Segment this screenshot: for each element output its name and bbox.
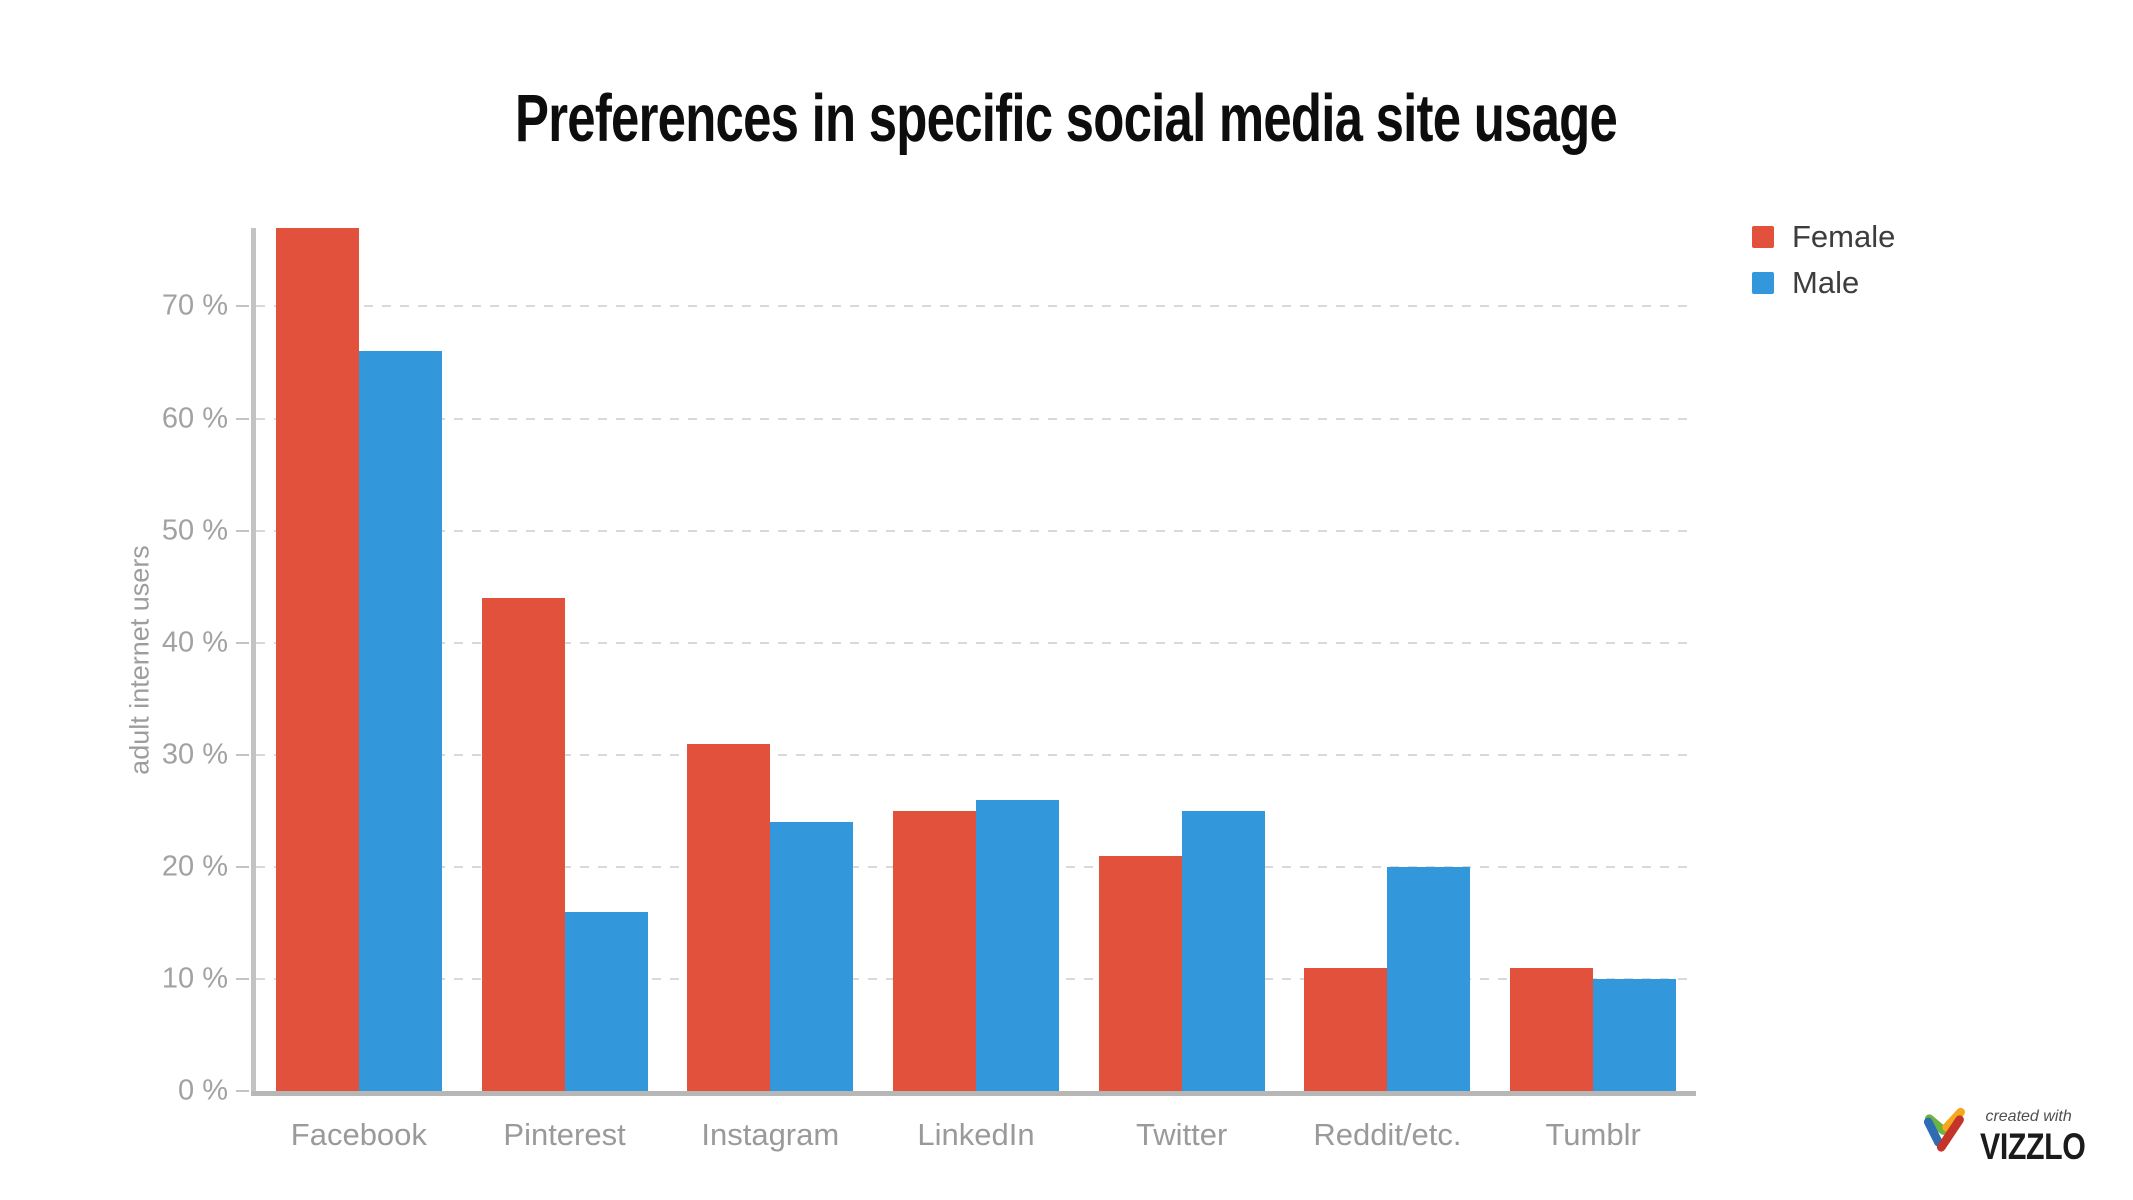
y-axis-title: adult internet users: [124, 545, 155, 775]
y-tick-label-50: 50 %: [161, 514, 228, 547]
y-tick-mark-30: [236, 753, 249, 756]
plot-area: 0 % 10 % 20 % 30 % 40 % 50 % 60 % 70 % Facebook P…: [162, 228, 1696, 1152]
bar-male-pinterest: [564, 911, 648, 1091]
y-tick-mark-20: [236, 865, 249, 868]
x-axis-label-twitter: Twitter: [1136, 1117, 1228, 1152]
vizzlo-badge-text: created with VIZZLO: [1980, 1102, 2109, 1167]
vizzlo-logo-icon: [1924, 1107, 1966, 1152]
vizzlo-badge: created with VIZZLO: [1918, 1102, 2109, 1165]
bar-female-linkedin: [893, 810, 976, 1091]
bar-female-instagram: [687, 743, 771, 1091]
bar-male-instagram: [770, 822, 854, 1091]
bar-female-facebook: [275, 228, 359, 1091]
y-axis-spine: [251, 228, 256, 1091]
legend: Female Male: [1752, 221, 1895, 298]
female-swatch-icon: [1752, 225, 1774, 248]
x-axis-label-linkedin: LinkedIn: [917, 1117, 1035, 1152]
created-with-label: created with: [1985, 1108, 2072, 1125]
y-tick-label-70: 70 %: [161, 289, 228, 322]
x-axis-label-tumblr: Tumblr: [1545, 1117, 1641, 1152]
legend-item-male: Male: [1752, 267, 1895, 298]
bar-female-reddit-etc: [1304, 967, 1388, 1091]
title-container: Preferences in specific social media sit…: [0, 80, 2133, 157]
bar-male-tumblr: [1593, 978, 1677, 1091]
x-axis-label-facebook: Facebook: [290, 1117, 427, 1152]
gridline-50: [256, 529, 1696, 532]
gridline-70: [256, 305, 1696, 308]
bar-female-twitter: [1098, 855, 1182, 1091]
legend-item-female: Female: [1752, 221, 1895, 252]
y-tick-mark-50: [236, 529, 249, 532]
x-axis-label-instagram: Instagram: [701, 1117, 840, 1152]
y-tick-label-10: 10 %: [161, 962, 228, 995]
page-title: Preferences in specific social media sit…: [515, 81, 1618, 156]
x-axis-line: [251, 1091, 1696, 1096]
bar-male-linkedin: [976, 799, 1059, 1091]
gridline-40: [256, 641, 1696, 644]
bar-female-pinterest: [481, 597, 565, 1091]
legend-label-male: Male: [1792, 265, 1860, 300]
y-tick-label-0: 0 %: [178, 1074, 228, 1107]
x-axis-label-reddit-etc: Reddit/etc.: [1313, 1117, 1462, 1152]
bar-female-tumblr: [1510, 967, 1594, 1091]
x-axis-label-pinterest: Pinterest: [503, 1117, 626, 1152]
y-tick-mark-10: [236, 977, 249, 980]
gridline-60: [256, 417, 1696, 420]
gridline-30: [256, 753, 1696, 756]
bar-male-reddit-etc: [1387, 866, 1471, 1091]
y-tick-mark-60: [236, 417, 249, 420]
bar-male-twitter: [1181, 810, 1265, 1091]
y-tick-label-40: 40 %: [161, 626, 228, 659]
y-tick-label-60: 60 %: [161, 402, 228, 435]
y-tick-label-20: 20 %: [161, 850, 228, 883]
y-tick-label-30: 30 %: [161, 738, 228, 771]
y-tick-mark-40: [236, 641, 249, 644]
y-tick-mark-70: [236, 305, 249, 308]
male-swatch-icon: [1752, 271, 1774, 294]
bar-male-facebook: [358, 351, 442, 1091]
legend-label-female: Female: [1792, 219, 1896, 254]
y-tick-mark-0: [236, 1090, 249, 1092]
vizzlo-brand-label: VIZZLO: [1980, 1126, 2086, 1167]
